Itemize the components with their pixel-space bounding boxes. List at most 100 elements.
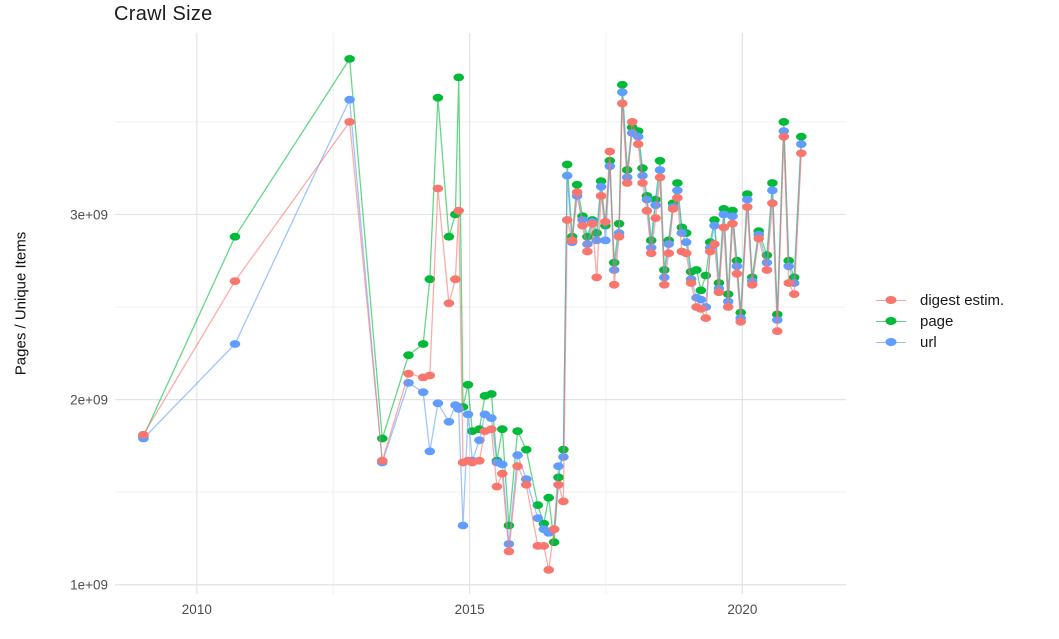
data-point-page <box>497 425 508 434</box>
data-point-digestestim <box>659 280 670 289</box>
data-point-url <box>796 140 807 149</box>
data-point-digestestim <box>548 525 560 534</box>
data-point-digestestim <box>718 223 730 232</box>
data-point-digestestim <box>680 249 692 258</box>
data-point-page <box>796 132 807 141</box>
data-point-page <box>443 232 455 241</box>
data-point-digestestim <box>727 219 738 228</box>
legend: digest estim. page url <box>876 292 1004 351</box>
data-point-url <box>680 238 692 247</box>
data-point-digestestim <box>450 275 461 284</box>
data-point-url <box>424 447 436 456</box>
data-point-page <box>778 118 790 126</box>
legend-item-url: url <box>876 334 1004 351</box>
data-point-url <box>672 186 683 195</box>
data-point-digestestim <box>672 193 683 202</box>
data-point-url <box>695 295 707 304</box>
data-point-url <box>229 340 241 348</box>
data-point-digestestim <box>503 547 515 556</box>
data-point-digestestim <box>632 140 644 149</box>
data-point-digestestim <box>432 184 444 193</box>
data-point-digestestim <box>561 216 573 224</box>
data-point-url <box>582 240 593 249</box>
data-point-digestestim <box>637 179 648 187</box>
data-point-digestestim <box>543 566 554 574</box>
data-point-digestestim <box>645 249 657 258</box>
data-point-page <box>521 445 532 454</box>
data-point-page <box>571 180 583 189</box>
data-point-digestestim <box>443 299 455 308</box>
data-point-page <box>543 493 554 502</box>
y-tick-label: 3e+09 <box>70 207 108 222</box>
data-point-page <box>512 427 523 435</box>
data-point-url <box>654 166 666 174</box>
data-point-url <box>595 182 607 191</box>
data-point-digestestim <box>491 482 503 491</box>
data-point-digestestim <box>654 173 666 182</box>
data-point-digestestim <box>424 371 436 380</box>
data-point-digestestim <box>344 118 355 126</box>
data-point-digestestim <box>761 266 773 274</box>
data-point-digestestim <box>722 303 734 311</box>
data-point-digestestim <box>595 192 607 200</box>
data-point-url <box>676 229 688 237</box>
data-point-url <box>521 475 532 484</box>
data-point-page <box>503 521 515 530</box>
data-point-digestestim <box>377 456 388 465</box>
data-point-page <box>767 179 778 187</box>
data-point-url <box>600 236 611 245</box>
data-point-digestestim <box>474 456 485 465</box>
data-point-page <box>637 164 648 173</box>
data-point-page <box>403 351 414 360</box>
data-point-page <box>432 93 444 102</box>
data-point-page <box>654 156 666 165</box>
data-point-digestestim <box>685 279 697 287</box>
data-point-url <box>637 171 648 180</box>
data-point-page <box>742 190 753 199</box>
x-tick-label: 2020 <box>727 602 757 617</box>
data-point-url <box>553 462 564 471</box>
data-point-digestestim <box>663 249 674 258</box>
data-point-digestestim <box>788 290 800 298</box>
data-point-digestestim <box>497 469 508 478</box>
data-point-page <box>727 206 738 215</box>
data-point-digestestim <box>617 99 628 108</box>
data-point-url <box>561 171 573 180</box>
data-point-digestestim <box>753 234 764 243</box>
data-point-page <box>453 73 465 82</box>
data-point-digestestim <box>591 273 602 282</box>
legend-label-page: page <box>920 312 954 330</box>
data-point-digestestim <box>650 214 661 223</box>
data-point-digestestim <box>604 147 616 156</box>
data-point-page <box>377 434 388 443</box>
data-point-digestestim <box>700 314 712 322</box>
data-point-url <box>650 201 661 210</box>
data-point-url <box>512 451 523 459</box>
data-point-digestestim <box>453 206 465 215</box>
data-point-page <box>691 266 702 274</box>
data-point-digestestim <box>626 118 638 126</box>
data-point-url <box>474 436 485 445</box>
data-point-digestestim <box>695 305 707 313</box>
data-point-url <box>497 460 508 469</box>
data-point-url <box>641 195 653 204</box>
data-point-digestestim <box>521 480 532 489</box>
page-legend-key-icon <box>876 314 906 328</box>
x-tick-label: 2010 <box>182 602 212 617</box>
data-point-digestestim <box>587 219 598 228</box>
data-point-page <box>462 380 474 389</box>
data-point-digestestim <box>577 221 588 230</box>
data-point-page <box>548 538 560 547</box>
data-point-digestestim <box>742 203 753 211</box>
data-point-digestestim <box>746 280 758 289</box>
data-point-digestestim <box>613 232 625 241</box>
chart-title: Crawl Size <box>114 3 213 25</box>
data-point-url <box>486 414 497 422</box>
data-point-digestestim <box>138 430 149 439</box>
data-point-digestestim <box>778 132 790 141</box>
data-point-digestestim <box>709 240 720 249</box>
data-point-url <box>417 388 429 397</box>
data-point-digestestim <box>229 277 241 285</box>
